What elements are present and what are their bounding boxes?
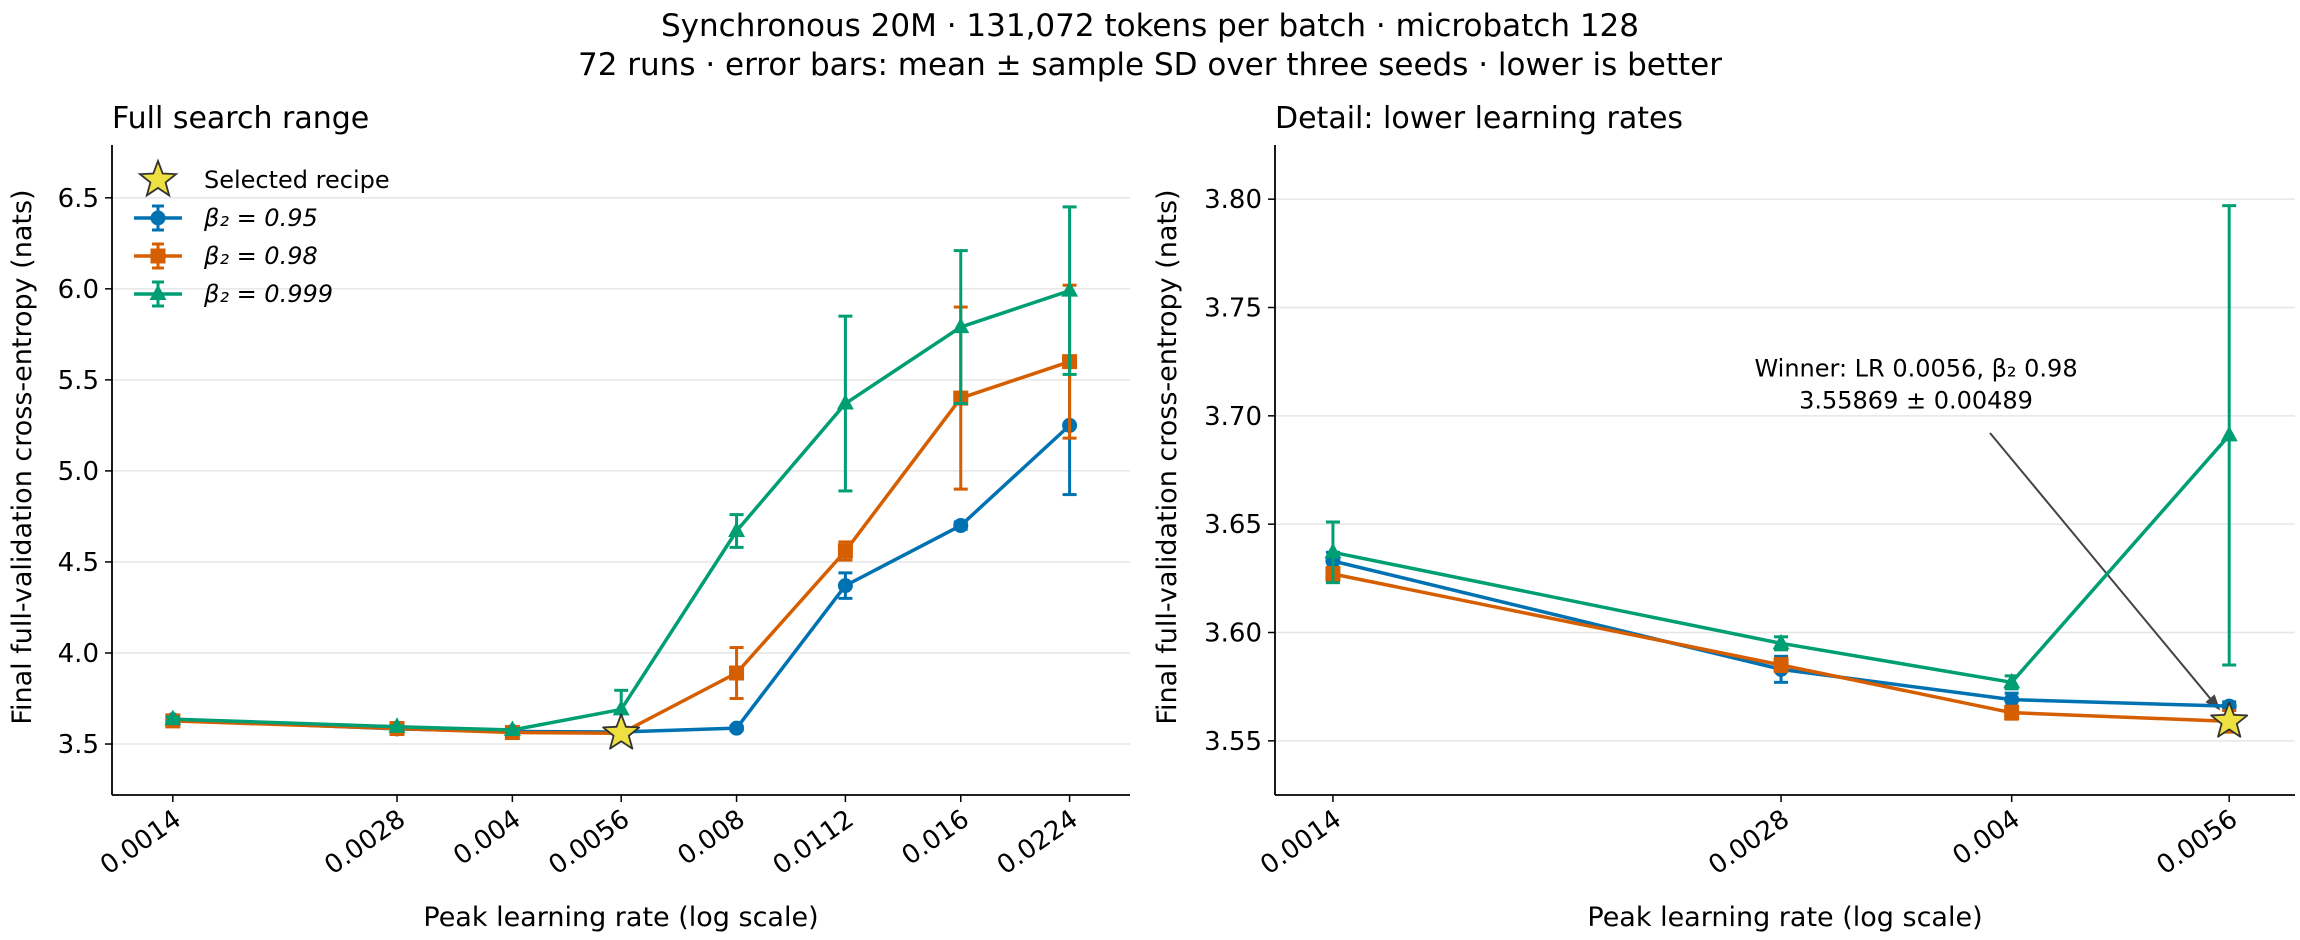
detail-annotation-line-1: Winner: LR 0.0056, β₂ 0.98	[1754, 355, 2077, 383]
detail-series-3-point	[2220, 425, 2238, 442]
detail-panel: Detail: lower learning rates Peak learni…	[1152, 101, 2295, 933]
detail-series-1-point	[2004, 692, 2020, 708]
full-range-x-tick-label: 0.016	[897, 804, 975, 871]
legend-label-1: β₂ = 0.95	[203, 204, 318, 232]
full-range-panel: Full search range Peak learning rate (lo…	[7, 101, 1130, 933]
detail-y-tick-label: 3.80	[1204, 185, 1262, 215]
legend-marker-3	[149, 284, 167, 300]
detail-x-tick-label: 0.0056	[2151, 804, 2243, 881]
legend-marker-2	[150, 248, 166, 264]
full-range-series-2-line	[172, 360, 1071, 736]
detail-series-2-point	[1773, 657, 1789, 673]
full-range-x-axis-label: Peak learning rate (log scale)	[423, 902, 818, 933]
detail-series-1-line	[1332, 559, 2230, 708]
full-range-series-3-point	[503, 720, 521, 736]
full-range-x-tick-label: 0.004	[448, 804, 526, 871]
detail-x-tick-label: 0.0014	[1255, 804, 1347, 881]
legend-marker-1	[150, 210, 166, 226]
detail-series-3-point	[1772, 633, 1790, 650]
detail-x-tick-label: 0.004	[1947, 804, 2025, 871]
full-range-y-tick-label: 6.0	[58, 275, 99, 305]
detail-y-tick-label: 3.55	[1204, 727, 1262, 757]
full-range-y-tick-label: 6.5	[58, 184, 99, 214]
detail-series-2-line	[1332, 572, 2230, 724]
legend-label-selected: Selected recipe	[204, 166, 390, 194]
full-range-x-tick-label: 0.0112	[768, 804, 860, 881]
legend-star-icon	[137, 158, 179, 198]
detail-annotation-arrow	[1989, 432, 2214, 702]
full-range-panel-title: Full search range	[112, 101, 369, 136]
full-range-x-tick-label: 0.0056	[543, 804, 635, 881]
full-range-x-tick-label: 0.0014	[95, 804, 187, 881]
detail-panel-title: Detail: lower learning rates	[1275, 101, 1683, 136]
full-range-y-tick-label: 5.0	[58, 457, 99, 487]
full-range-series-3-point	[1061, 281, 1079, 297]
full-range-series-3-line	[172, 289, 1071, 732]
detail-y-tick-label: 3.60	[1204, 619, 1262, 649]
full-range-series-1-point	[729, 720, 745, 736]
full-range-series-3-point	[388, 717, 406, 733]
full-range-x-tick-label: 0.0224	[992, 804, 1084, 881]
detail-y-tick-label: 3.75	[1204, 294, 1262, 324]
detail-x-tick-label: 0.0028	[1703, 804, 1795, 881]
full-range-series-3-point	[836, 394, 854, 410]
full-range-series-1-point	[837, 578, 853, 594]
detail-series-3-point	[2003, 672, 2021, 689]
detail-selected-recipe-star	[2210, 701, 2249, 738]
detail-annotation-line-2: 3.55869 ± 0.00489	[1799, 387, 2033, 415]
full-range-series-2-point	[837, 543, 853, 559]
full-range-selected-recipe-star	[602, 713, 641, 750]
full-range-series-1-point	[953, 518, 969, 534]
full-range-series-3-point	[612, 699, 630, 716]
full-range-series-3-point	[952, 317, 970, 334]
figure-title-line-1: Synchronous 20M · 131,072 tokens per bat…	[661, 8, 1639, 44]
full-range-x-tick-label: 0.008	[672, 804, 750, 871]
detail-y-tick-label: 3.70	[1204, 402, 1262, 432]
full-range-y-axis-label: Final full-validation cross-entropy (nat…	[7, 189, 38, 724]
legend-label-3: β₂ = 0.999	[203, 280, 333, 308]
detail-y-tick-label: 3.65	[1204, 510, 1262, 540]
full-range-series-3-point	[728, 521, 746, 537]
full-range-y-tick-label: 4.0	[58, 639, 99, 669]
full-range-y-tick-label: 4.5	[58, 548, 99, 578]
full-range-y-tick-label: 5.5	[58, 366, 99, 396]
full-range-series-2-point	[729, 665, 745, 681]
full-range-x-tick-label: 0.0028	[319, 804, 411, 881]
detail-series-3-point	[1324, 542, 1342, 559]
detail-x-axis-label: Peak learning rate (log scale)	[1587, 902, 1982, 933]
detail-y-axis-label: Final full-validation cross-entropy (nat…	[1152, 189, 1183, 724]
legend-label-2: β₂ = 0.98	[203, 242, 318, 270]
detail-series-2-point	[2004, 705, 2020, 721]
full-range-y-tick-label: 3.5	[58, 730, 99, 760]
figure-title-line-2: 72 runs · error bars: mean ± sample SD o…	[578, 47, 1722, 83]
full-range-series-3-point	[164, 709, 182, 726]
detail-series-3-line	[1332, 434, 2231, 685]
